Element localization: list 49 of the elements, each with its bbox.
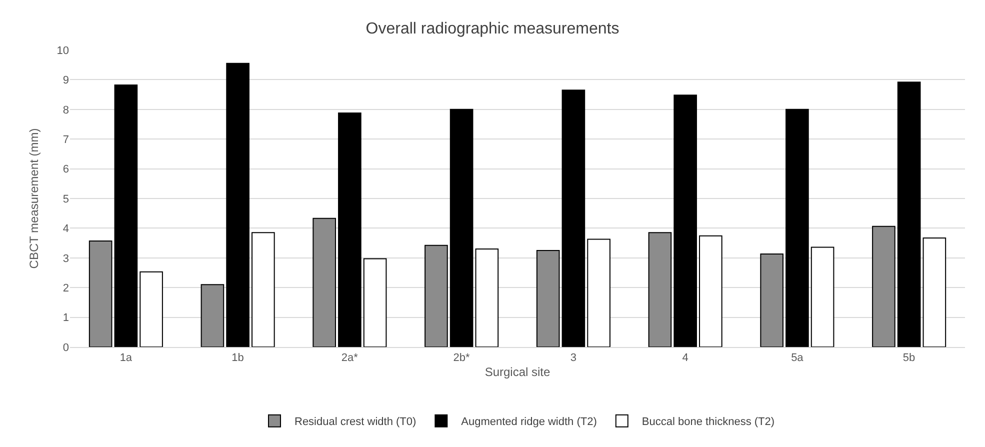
- bar: [140, 271, 163, 347]
- bar: [114, 84, 138, 347]
- legend-label: Augmented ridge width (T2): [461, 416, 597, 428]
- chart-title: Overall radiographic measurements: [366, 20, 620, 38]
- bar: [312, 218, 336, 347]
- legend-label: Buccal bone thickness (T2): [642, 416, 775, 428]
- legend-label: Residual crest width (T0): [294, 416, 416, 428]
- bar: [475, 248, 499, 347]
- bar: [648, 232, 672, 347]
- bar: [786, 108, 809, 347]
- y-tick-label: 2: [62, 282, 69, 294]
- y-tick-label: 1: [62, 312, 69, 324]
- bar: [450, 108, 474, 347]
- bar: [200, 284, 224, 347]
- y-tick-label: 7: [62, 134, 69, 146]
- y-tick-label: 6: [62, 164, 69, 176]
- y-tick-label: 0: [62, 342, 69, 354]
- bar: [872, 226, 896, 347]
- bar: [810, 246, 834, 347]
- x-tick-label: 1a: [120, 352, 133, 364]
- x-tick-label: 2a*: [341, 352, 359, 364]
- y-tick-label: 8: [62, 104, 69, 116]
- y-axis-title: CBCT measurement (mm): [27, 128, 42, 269]
- bar: [922, 238, 946, 347]
- bar: [252, 232, 275, 347]
- bar: [562, 90, 586, 347]
- x-tick-label: 4: [682, 352, 688, 364]
- bar: [674, 94, 697, 347]
- bar: [536, 250, 560, 347]
- y-tick-label: 3: [62, 252, 69, 265]
- bar: [424, 244, 448, 347]
- bar: [226, 62, 250, 347]
- bar: [760, 254, 784, 347]
- bar: [587, 238, 610, 347]
- bar: [363, 258, 387, 347]
- x-tick-label: 1b: [232, 352, 244, 364]
- y-tick-label: 9: [62, 74, 69, 87]
- x-tick-label: 3: [570, 352, 577, 364]
- y-tick-label: 5: [62, 193, 69, 206]
- bar: [338, 112, 362, 347]
- bar: [699, 235, 722, 347]
- x-tick-label: 5a: [791, 352, 804, 364]
- x-tick-label: 5b: [902, 352, 916, 364]
- bar: [88, 240, 112, 347]
- y-tick-label: 4: [62, 223, 69, 236]
- bar: [897, 82, 921, 347]
- y-tick-label: 10: [56, 44, 69, 57]
- x-axis-title: Surgical site: [484, 365, 550, 380]
- x-tick-label: 2b*: [453, 352, 471, 364]
